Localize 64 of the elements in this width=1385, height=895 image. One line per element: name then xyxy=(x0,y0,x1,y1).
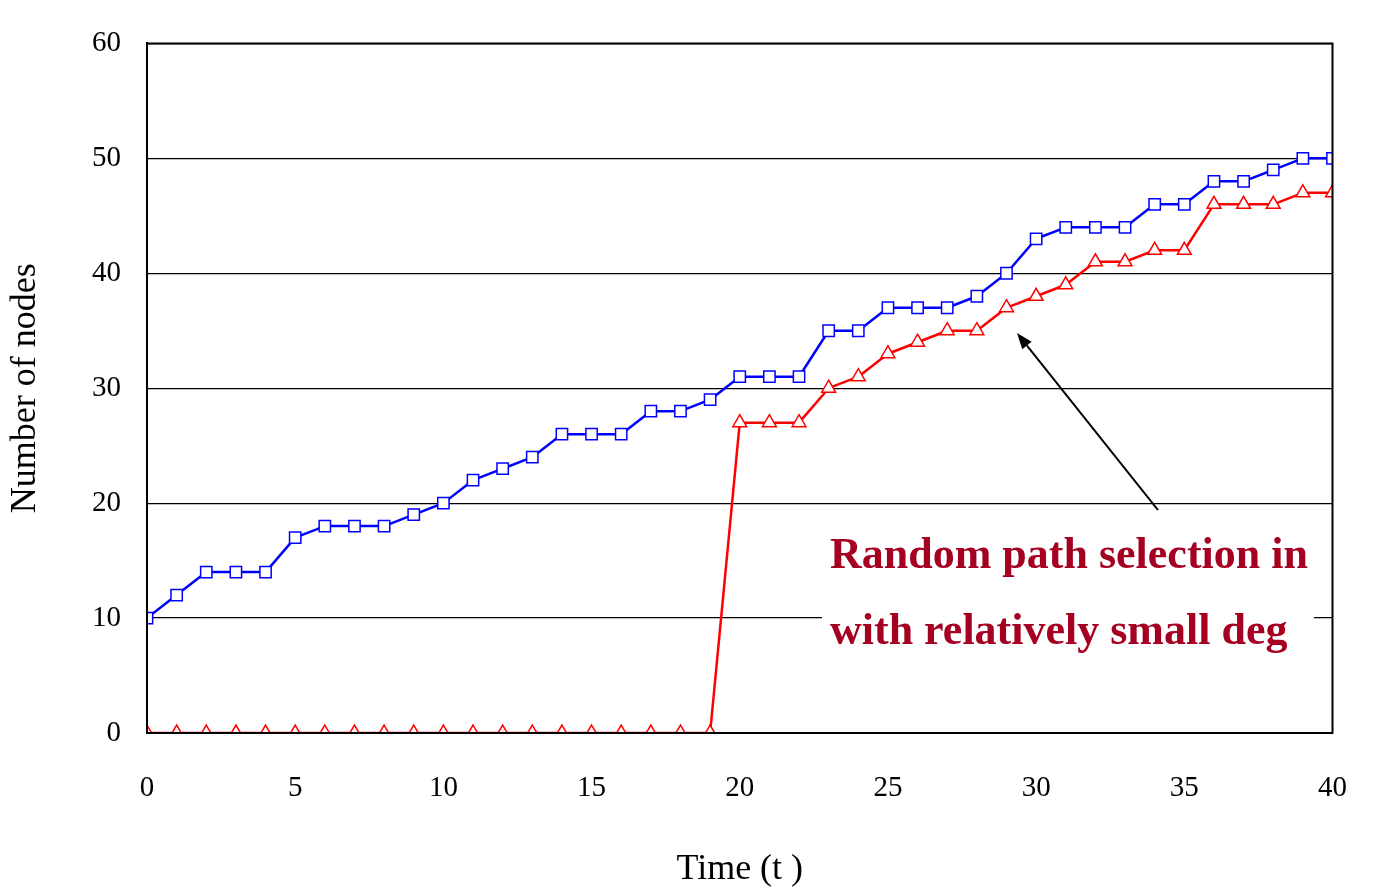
x-tick-label: 40 xyxy=(1318,770,1347,803)
point xyxy=(761,413,778,428)
y-tick-label: 20 xyxy=(92,484,121,517)
point xyxy=(732,413,748,428)
point xyxy=(851,324,865,338)
point xyxy=(733,370,747,384)
x-tick-label: 30 xyxy=(1021,770,1051,803)
point xyxy=(1029,232,1043,246)
point xyxy=(1177,197,1191,211)
point xyxy=(1235,195,1252,210)
point xyxy=(969,321,985,336)
point xyxy=(1059,220,1073,234)
point xyxy=(820,379,837,393)
point xyxy=(998,299,1015,313)
point xyxy=(880,344,896,359)
y-tick-label: 60 xyxy=(92,25,121,58)
y-axis-title: Number of nodes xyxy=(3,263,44,514)
y-tick-label: 40 xyxy=(92,254,121,287)
x-tick-label: 5 xyxy=(287,770,303,803)
point xyxy=(911,301,924,315)
point xyxy=(1087,253,1104,267)
point xyxy=(1206,195,1222,210)
point xyxy=(1296,151,1310,165)
point xyxy=(792,370,806,384)
point xyxy=(850,367,866,382)
point xyxy=(1237,174,1250,188)
point xyxy=(939,321,955,336)
y-tick-label: 30 xyxy=(92,369,121,402)
x-axis-title: Time (t ) xyxy=(676,846,804,887)
x-tick-label: 15 xyxy=(577,770,607,803)
point xyxy=(674,404,687,418)
annotation: Random path selection in with relatively small deg xyxy=(830,529,1308,655)
point xyxy=(1148,197,1162,211)
point xyxy=(614,427,628,441)
point xyxy=(1028,287,1044,301)
y-tick-label: 10 xyxy=(92,599,121,632)
point xyxy=(1088,220,1102,234)
point xyxy=(762,370,776,384)
point xyxy=(1207,174,1221,188)
point xyxy=(1117,253,1133,267)
point xyxy=(1000,266,1013,280)
point xyxy=(940,301,954,315)
point xyxy=(585,427,598,441)
point xyxy=(1118,220,1132,234)
y-tick-label: 0 xyxy=(106,714,121,747)
point xyxy=(644,404,658,418)
point xyxy=(1295,184,1311,198)
point xyxy=(881,301,895,315)
x-tick-label: 25 xyxy=(873,770,903,803)
point xyxy=(1176,241,1192,256)
point xyxy=(822,324,836,338)
point xyxy=(1265,195,1281,210)
x-tick-label: 35 xyxy=(1169,770,1199,803)
point xyxy=(1147,241,1163,256)
point xyxy=(1266,163,1280,177)
y-tick-label: 50 xyxy=(92,139,121,172)
point xyxy=(909,333,926,347)
point xyxy=(970,289,984,303)
x-tick-label: 10 xyxy=(428,770,458,803)
point xyxy=(791,413,807,428)
point xyxy=(1058,276,1074,290)
x-tick-label: 0 xyxy=(139,770,155,803)
point xyxy=(555,427,569,441)
x-tick-label: 20 xyxy=(725,770,755,803)
